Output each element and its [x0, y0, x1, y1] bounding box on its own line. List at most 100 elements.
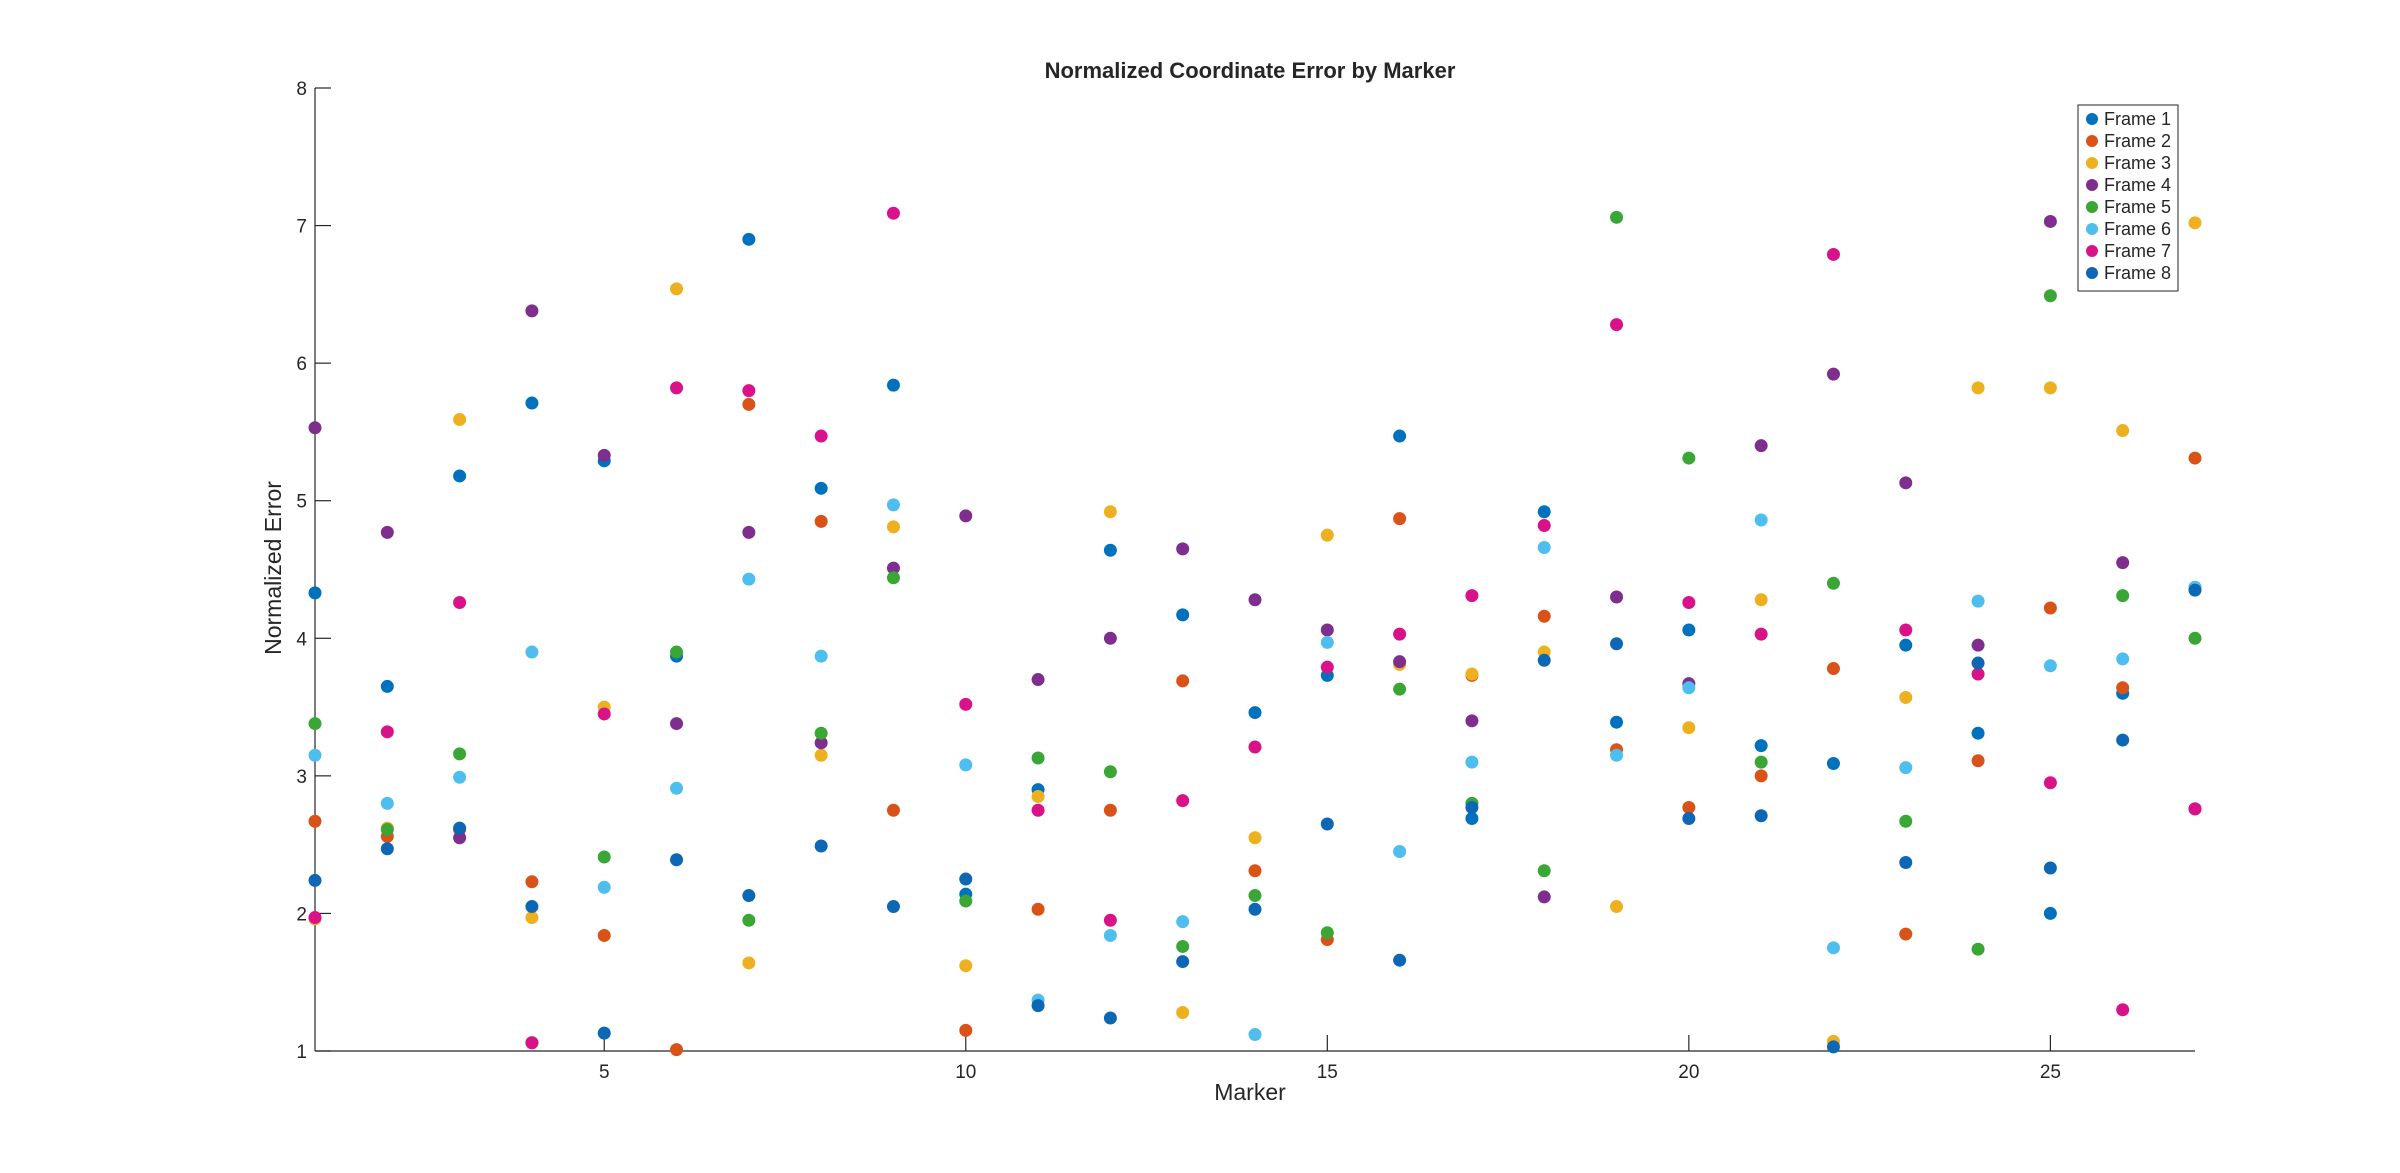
- data-point: [1031, 673, 1045, 687]
- data-point: [1393, 655, 1407, 669]
- data-point: [597, 928, 611, 942]
- data-point: [1971, 726, 1985, 740]
- data-point: [1537, 540, 1551, 554]
- data-point: [1176, 939, 1190, 953]
- data-point: [1682, 596, 1696, 610]
- data-point: [1031, 902, 1045, 916]
- data-point: [2043, 289, 2057, 303]
- x-tick-label: 15: [1317, 1062, 1338, 1083]
- data-point: [1899, 927, 1913, 941]
- data-point: [1826, 662, 1840, 676]
- data-point: [742, 572, 756, 586]
- data-point: [670, 282, 684, 296]
- legend-label: Frame 8: [2104, 263, 2171, 283]
- data-point: [1103, 928, 1117, 942]
- data-point: [1465, 667, 1479, 681]
- data-point: [1320, 926, 1334, 940]
- data-point: [1320, 635, 1334, 649]
- data-point: [1248, 1027, 1262, 1041]
- data-point: [1754, 809, 1768, 823]
- data-point: [1031, 999, 1045, 1013]
- data-point: [1393, 845, 1407, 859]
- data-point: [742, 913, 756, 927]
- x-tick-label: 25: [2040, 1062, 2061, 1083]
- legend-marker: [2086, 245, 2098, 257]
- data-point: [453, 821, 467, 835]
- data-point: [597, 1026, 611, 1040]
- data-point: [1899, 761, 1913, 775]
- data-point: [1899, 638, 1913, 652]
- data-point: [814, 481, 828, 495]
- data-point: [1610, 748, 1624, 762]
- legend-marker: [2086, 267, 2098, 279]
- data-point: [2116, 589, 2130, 603]
- data-point: [1899, 690, 1913, 704]
- data-point: [814, 748, 828, 762]
- legend-marker: [2086, 201, 2098, 213]
- data-point: [886, 900, 900, 914]
- data-point: [1465, 755, 1479, 769]
- data-point: [959, 697, 973, 711]
- data-point: [1176, 1005, 1190, 1019]
- data-point: [1537, 505, 1551, 519]
- data-point: [525, 911, 539, 925]
- data-point: [453, 770, 467, 784]
- data-point: [380, 525, 394, 539]
- data-point: [1103, 543, 1117, 557]
- data-point: [2043, 861, 2057, 875]
- data-point: [1826, 576, 1840, 590]
- series-3: [308, 216, 2202, 1048]
- data-point: [1248, 902, 1262, 916]
- data-point: [1610, 900, 1624, 914]
- x-tick-label: 10: [955, 1062, 976, 1083]
- legend-label: Frame 3: [2104, 153, 2171, 173]
- data-point: [2188, 802, 2202, 816]
- y-tick-label: 4: [296, 629, 307, 650]
- data-point: [959, 959, 973, 973]
- data-point: [1176, 674, 1190, 688]
- data-point: [1537, 653, 1551, 667]
- data-point: [1682, 681, 1696, 695]
- data-point: [1754, 739, 1768, 753]
- data-point: [1682, 451, 1696, 465]
- data-point: [1971, 942, 1985, 956]
- data-point: [1320, 817, 1334, 831]
- data-point: [742, 397, 756, 411]
- data-point: [1465, 589, 1479, 603]
- data-point: [1393, 682, 1407, 696]
- data-point: [886, 561, 900, 575]
- data-point: [1754, 769, 1768, 783]
- series-7: [308, 206, 2202, 1050]
- data-point: [814, 514, 828, 528]
- data-point: [1971, 638, 1985, 652]
- data-point: [380, 796, 394, 810]
- data-point: [1031, 803, 1045, 817]
- data-point: [886, 803, 900, 817]
- data-point: [2116, 733, 2130, 747]
- data-point: [1393, 953, 1407, 967]
- data-point: [1826, 1040, 1840, 1054]
- data-point: [1537, 609, 1551, 623]
- data-point: [886, 520, 900, 534]
- data-point: [2116, 1003, 2130, 1017]
- y-axis-label: Normalized Error: [260, 481, 286, 655]
- data-point: [308, 748, 322, 762]
- data-point: [1537, 518, 1551, 532]
- series-6: [308, 498, 2202, 1041]
- data-point: [959, 1023, 973, 1037]
- data-point: [1248, 706, 1262, 720]
- data-point: [886, 378, 900, 392]
- data-point: [814, 726, 828, 740]
- legend-marker: [2086, 179, 2098, 191]
- data-point: [1537, 890, 1551, 904]
- data-point: [1176, 542, 1190, 556]
- data-point: [814, 429, 828, 443]
- data-point: [2116, 556, 2130, 570]
- data-point: [959, 872, 973, 886]
- data-point: [1826, 756, 1840, 770]
- y-tick-label: 7: [296, 217, 307, 238]
- data-point: [1971, 381, 1985, 395]
- data-point: [886, 498, 900, 512]
- data-point: [1754, 593, 1768, 607]
